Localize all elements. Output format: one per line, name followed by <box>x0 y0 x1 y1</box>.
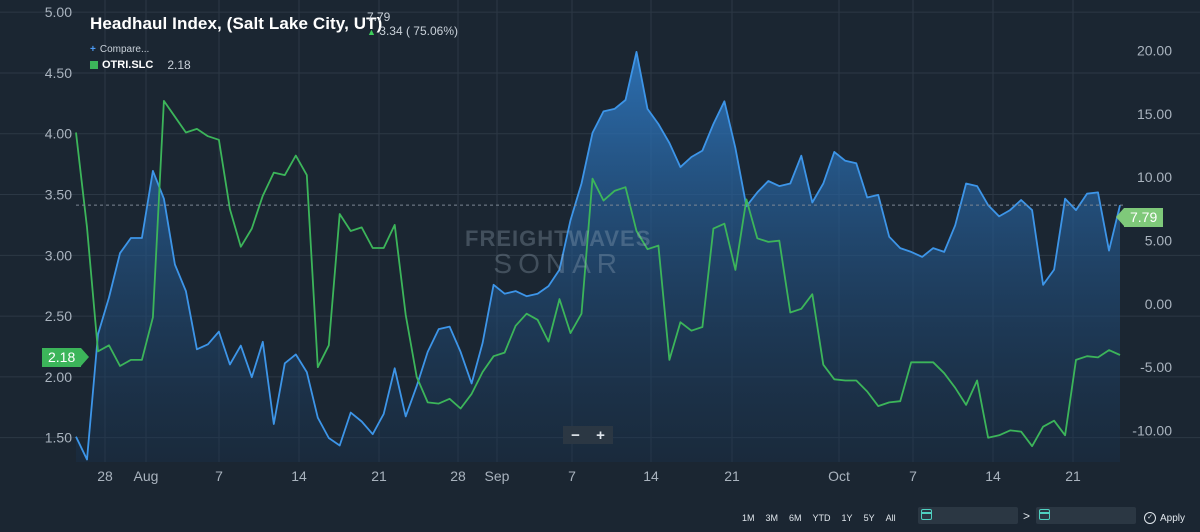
range-all-button[interactable]: All <box>885 513 896 523</box>
calendar-icon[interactable] <box>921 509 932 520</box>
x-tick-label: 28 <box>450 468 466 484</box>
change-text: 3.34 ( 75.06%) <box>379 24 458 38</box>
x-tick-label: Oct <box>828 468 850 484</box>
change-value: ▲ 3.34 ( 75.06%) <box>367 24 458 38</box>
right-y-tick-label: 5.00 <box>1145 232 1172 248</box>
chart-header: Headhaul Index, (Salt Lake City, UT) 7.7… <box>90 10 458 38</box>
right-axis-value-flag: 7.79 <box>1115 208 1164 227</box>
x-tick-label: 21 <box>371 468 387 484</box>
zoom-controls: − + <box>563 426 613 444</box>
up-arrow-icon: ▲ <box>367 27 376 37</box>
range-1y-button[interactable]: 1Y <box>841 513 853 523</box>
left-y-tick-label: 5.00 <box>45 4 72 20</box>
right-y-tick-label: -5.00 <box>1140 359 1172 375</box>
x-tick-label: 7 <box>568 468 576 484</box>
x-tick-label: 14 <box>291 468 307 484</box>
x-tick-label: Sep <box>485 468 510 484</box>
legend-series-name: OTRI.SLC <box>102 59 154 71</box>
x-tick-label: 21 <box>1065 468 1081 484</box>
range-selector: 1M 3M 6M YTD 1Y 5Y All <box>742 513 907 523</box>
left-y-tick-label: 4.00 <box>45 126 72 142</box>
compare-button[interactable]: + Compare... <box>90 44 149 55</box>
headhaul-area-fill <box>76 51 1120 463</box>
range-6m-button[interactable]: 6M <box>789 513 802 523</box>
calendar-icon[interactable] <box>1039 509 1050 520</box>
range-ytd-button[interactable]: YTD <box>812 513 831 523</box>
left-y-tick-label: 4.50 <box>45 65 72 81</box>
left-y-tick-label: 2.00 <box>45 369 72 385</box>
headhaul-line <box>75 51 1121 461</box>
right-y-tick-label: -10.00 <box>1132 422 1172 438</box>
left-y-tick-label: 1.50 <box>45 430 72 446</box>
right-y-tick-label: 10.00 <box>1137 169 1172 185</box>
start-date-input[interactable] <box>918 507 1018 524</box>
watermark: FREIGHTWAVES SONAR <box>465 226 651 280</box>
left-y-tick-label: 2.50 <box>45 308 72 324</box>
legend-swatch <box>90 61 98 69</box>
x-tick-label: 28 <box>97 468 113 484</box>
range-1m-button[interactable]: 1M <box>742 513 755 523</box>
right-y-tick-label: 15.00 <box>1137 106 1172 122</box>
x-tick-label: 21 <box>724 468 740 484</box>
x-tick-label: 14 <box>643 468 659 484</box>
check-circle-icon: ✓ <box>1144 512 1156 524</box>
plus-icon: + <box>90 44 96 55</box>
series-legend[interactable]: OTRI.SLC 2.18 <box>90 58 191 72</box>
end-date-input[interactable] <box>1036 507 1136 524</box>
watermark-line2: SONAR <box>493 248 623 279</box>
left-y-tick-label: 3.50 <box>45 187 72 203</box>
chart-title: Headhaul Index, (Salt Lake City, UT) <box>90 14 383 33</box>
current-value: 7.79 <box>367 10 391 24</box>
date-range-arrow: > <box>1023 509 1031 523</box>
apply-button[interactable]: ✓ Apply <box>1144 512 1185 524</box>
right-y-tick-label: 0.00 <box>1145 296 1172 312</box>
x-tick-label: 7 <box>909 468 917 484</box>
footer-bar: 1M 3M 6M YTD 1Y 5Y All > ✓ Apply <box>0 496 1200 532</box>
left-axis-value-flag: 2.18 <box>42 348 90 367</box>
apply-label: Apply <box>1160 512 1186 524</box>
compare-label: Compare... <box>99 44 150 55</box>
zoom-out-button[interactable]: − <box>571 426 580 444</box>
watermark-line1: FREIGHTWAVES <box>465 226 652 251</box>
x-tick-label: Aug <box>134 468 159 484</box>
legend-series-value: 2.18 <box>167 58 191 72</box>
right-y-tick-label: 20.00 <box>1137 43 1172 59</box>
range-3m-button[interactable]: 3M <box>765 513 779 523</box>
range-5y-button[interactable]: 5Y <box>863 513 875 523</box>
zoom-in-button[interactable]: + <box>596 426 605 444</box>
x-tick-label: 7 <box>215 468 223 484</box>
left-y-tick-label: 3.00 <box>45 247 72 263</box>
x-tick-label: 14 <box>985 468 1001 484</box>
otri-slc-line <box>75 100 1121 448</box>
